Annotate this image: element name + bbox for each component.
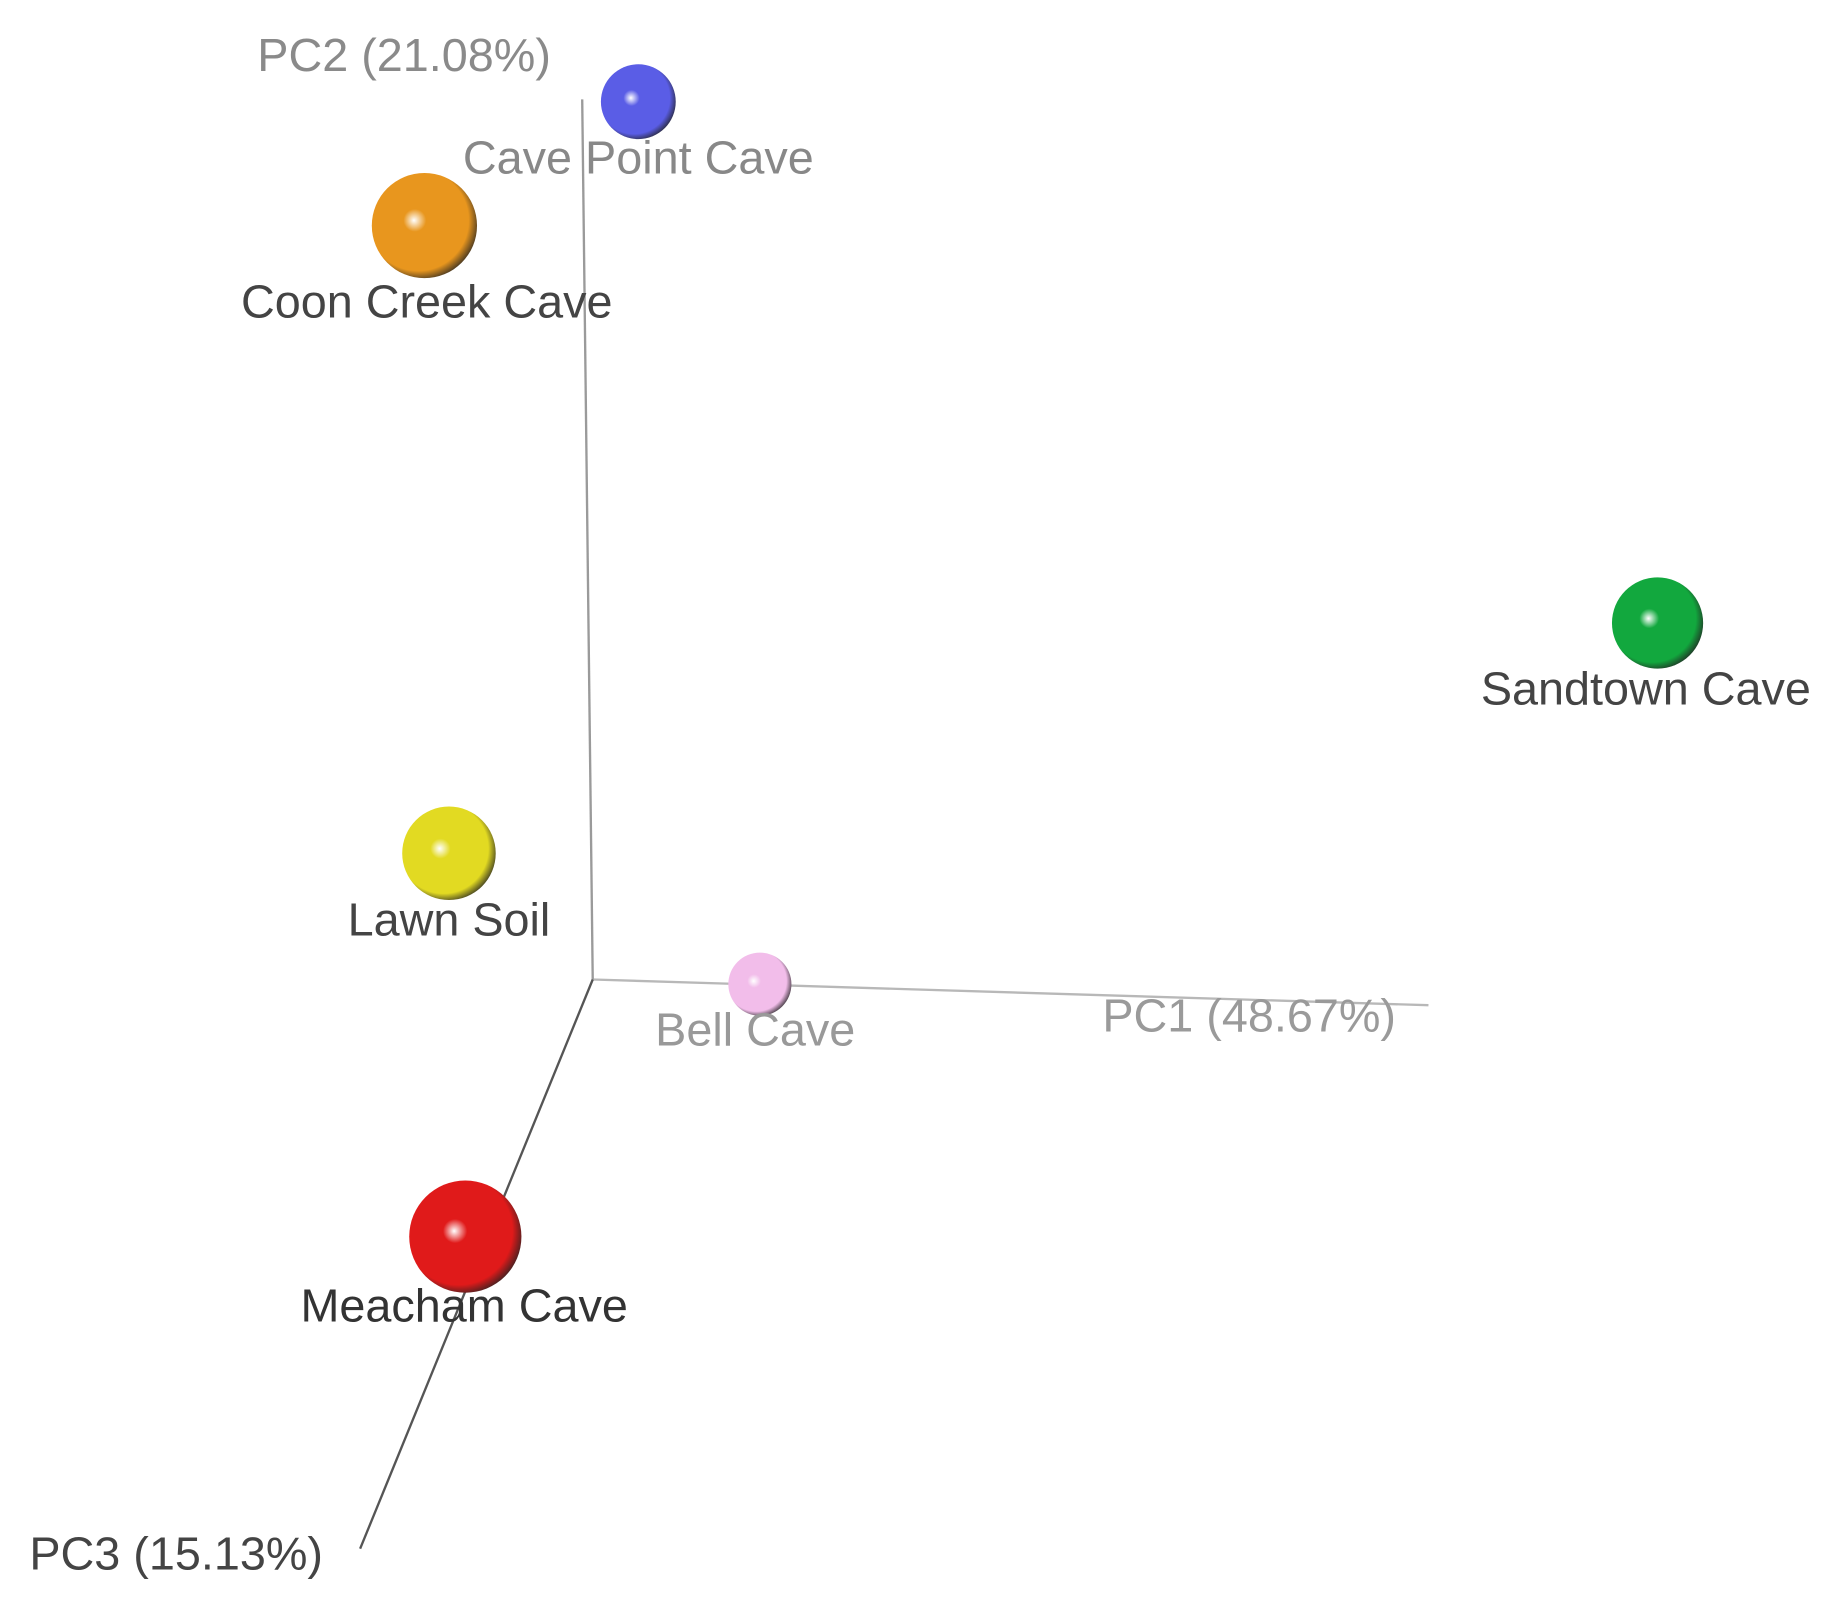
sample-label: Lawn Soil xyxy=(348,894,551,946)
sample-label: Bell Cave xyxy=(655,1004,855,1056)
axis-label: PC2 (21.08%) xyxy=(257,29,551,81)
sample-label: Sandtown Cave xyxy=(1481,662,1811,714)
sample-sphere xyxy=(1611,577,1704,669)
sample-sphere xyxy=(371,172,478,279)
axis-label: PC1 (48.67%) xyxy=(1102,990,1396,1042)
axis-label: PC3 (15.13%) xyxy=(29,1527,323,1579)
sample-sphere xyxy=(728,952,792,1016)
sample-sphere xyxy=(600,64,676,140)
sample-label: Cave Point Cave xyxy=(463,132,814,184)
sample-sphere xyxy=(409,1180,522,1293)
sample-sphere xyxy=(402,806,496,901)
axis-line xyxy=(581,99,594,980)
sample-label: Meacham Cave xyxy=(300,1279,627,1331)
sample-label: Coon Creek Cave xyxy=(241,275,613,327)
